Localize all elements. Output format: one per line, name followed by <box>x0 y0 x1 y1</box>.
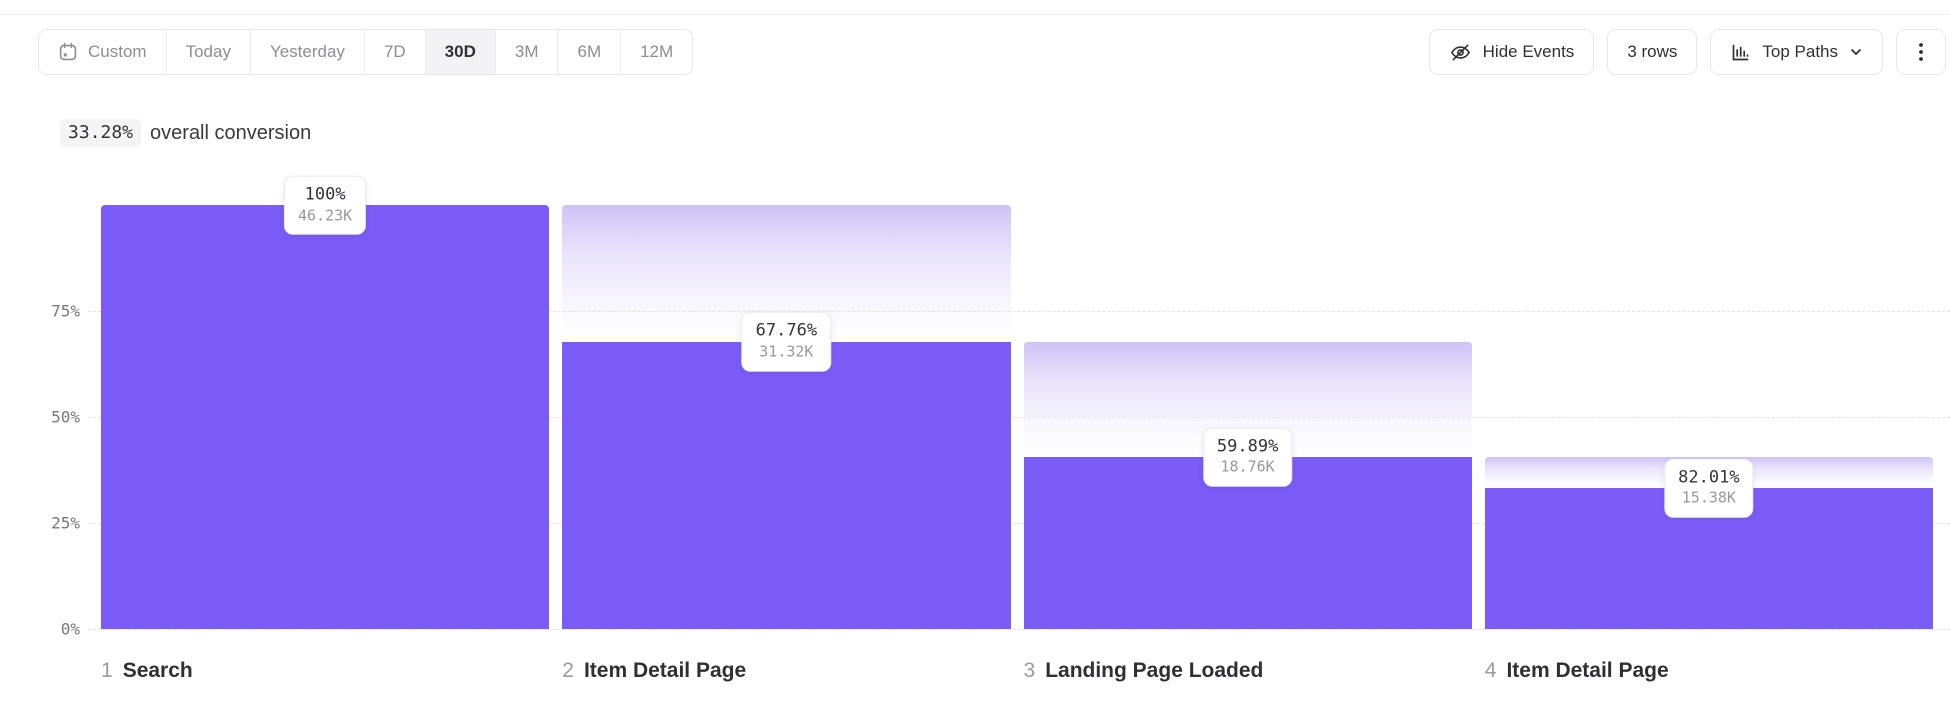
funnel-bar-item-detail-page-2[interactable]: 82.01% 15.38K <box>1484 205 1933 629</box>
chevron-down-icon <box>1849 45 1863 59</box>
bar-value-label: 82.01% 15.38K <box>1664 458 1754 518</box>
date-range-today[interactable]: Today <box>167 30 251 74</box>
funnel-bars: 100% 46.23K 67.76% 31.32K 59.89% 18.76K <box>101 175 1933 629</box>
date-range-custom[interactable]: Custom <box>39 30 167 74</box>
date-range-30d[interactable]: 30D <box>425 30 496 74</box>
toolbar-actions: Hide Events 3 rows Top Paths <box>1428 29 1946 75</box>
y-tick-75: 75% <box>51 301 80 321</box>
bar-value-label: 67.76% 31.32K <box>741 312 832 372</box>
date-range-6m[interactable]: 6M <box>558 30 622 74</box>
grid-line-0 <box>88 629 1950 630</box>
grid-line-25 <box>88 523 1950 524</box>
hide-events-button[interactable]: Hide Events <box>1428 29 1595 75</box>
funnel-bar-item-detail-page[interactable]: 67.76% 31.32K <box>562 205 1011 629</box>
top-paths-dropdown[interactable]: Top Paths <box>1710 29 1883 75</box>
funnel-chart: 75% 50% 25% 0% 100% 46.23K 67.76% <box>0 175 1950 639</box>
overall-conversion-summary: 33.28% overall conversion <box>60 119 1950 147</box>
overall-conversion-value: 33.28% <box>60 119 142 147</box>
y-tick-25: 25% <box>51 513 80 533</box>
bar-fill <box>562 341 1011 629</box>
grid-line-75 <box>88 311 1950 312</box>
date-range-selector: Custom Today Yesterday 7D 30D 3M 6M 12M <box>38 29 694 75</box>
date-range-yesterday[interactable]: Yesterday <box>251 30 365 74</box>
step-label-4[interactable]: 4 Item Detail Page <box>1484 659 1669 682</box>
plot-area: 100% 46.23K 67.76% 31.32K 59.89% 18.76K <box>88 175 1950 630</box>
bar-value-label: 59.89% 18.76K <box>1202 427 1293 487</box>
eye-off-icon <box>1449 41 1472 64</box>
toolbar: Custom Today Yesterday 7D 30D 3M 6M 12M … <box>38 29 1946 75</box>
step-label-1[interactable]: 1 Search <box>101 659 193 682</box>
step-labels: 1 Search 2 Item Detail Page 3 Landing Pa… <box>101 659 1933 683</box>
top-divider <box>0 14 1950 15</box>
y-axis: 75% 50% 25% 0% <box>0 205 80 639</box>
step-label-3[interactable]: 3 Landing Page Loaded <box>1023 659 1264 682</box>
date-range-7d[interactable]: 7D <box>365 30 426 74</box>
date-range-12m[interactable]: 12M <box>640 42 674 61</box>
y-tick-50: 50% <box>51 407 80 427</box>
grid-line-50 <box>88 417 1950 418</box>
y-tick-0: 0% <box>60 619 80 639</box>
calendar-icon <box>58 42 78 62</box>
bar-value-label: 100% 46.23K <box>284 175 367 235</box>
step-label-2[interactable]: 2 Item Detail Page <box>562 659 747 682</box>
funnel-bar-landing-page-loaded[interactable]: 59.89% 18.76K <box>1023 205 1472 629</box>
bar-chart-icon <box>1730 42 1751 63</box>
date-range-3m[interactable]: 3M <box>496 30 559 74</box>
bar-fill <box>101 205 550 629</box>
rows-button[interactable]: 3 rows <box>1607 29 1698 75</box>
overall-conversion-label: overall conversion <box>150 121 312 144</box>
date-range-label: Custom <box>88 42 147 61</box>
funnel-bar-search[interactable]: 100% 46.23K <box>101 175 550 629</box>
kebab-menu-icon <box>1911 41 1931 63</box>
more-options-button[interactable] <box>1896 29 1946 75</box>
